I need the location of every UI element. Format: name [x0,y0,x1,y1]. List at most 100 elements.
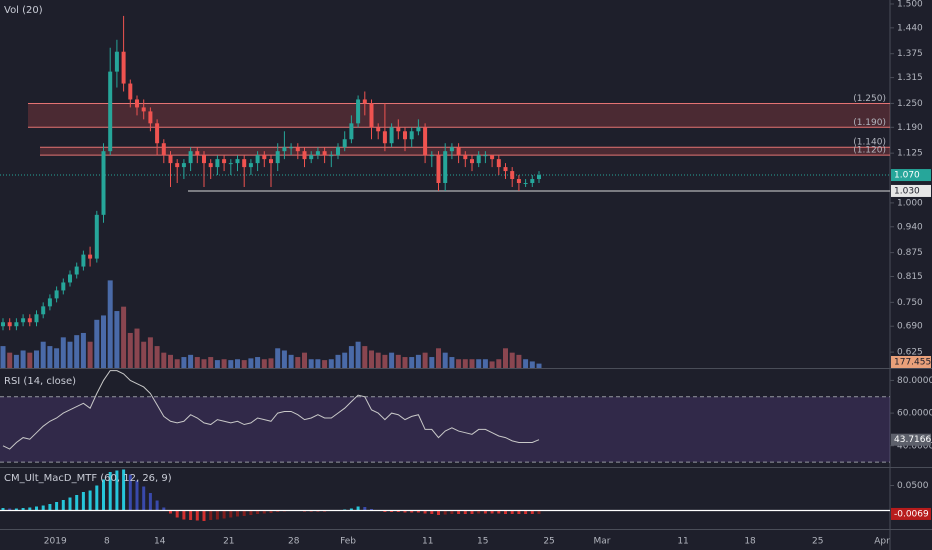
candle-body [34,314,39,323]
volume-bar [87,341,93,368]
candle-body [302,151,307,160]
candle-body [289,147,294,149]
volume-bar [74,335,80,368]
candle-body [382,131,387,144]
volume-bar [342,352,348,368]
volume-bar [536,363,542,368]
macd-bar [256,510,260,514]
candle-body [81,254,86,267]
macd-bar [81,492,85,511]
candle-body [503,167,508,172]
y-tick-label: 1.250 [897,99,923,109]
candle-body [322,151,327,156]
x-tick-label: Apr [874,537,890,547]
x-tick-label: 21 [223,537,234,547]
volume-bar [482,359,488,368]
y-tick-label: 0.690 [897,322,923,332]
rsi-title: RSI (14, close) [4,376,76,387]
y-tick-label: 40.0000 [897,441,932,451]
volume-bar [469,359,475,368]
volume-bar [268,358,274,368]
candle-body [470,159,474,164]
volume-bar [241,360,247,368]
candle-body [490,155,495,160]
volume-bar [436,348,441,368]
volume-bar [529,361,535,368]
macd-bar [55,502,59,511]
macd-bar [189,510,193,520]
y-tick-label: 1.375 [897,49,923,59]
volume-bar [94,319,100,368]
macd-bar [28,507,32,511]
macd-bar [8,508,12,511]
zone-label: (1.250) [853,94,886,104]
candle-body [262,155,267,160]
x-tick-label: 25 [543,537,554,547]
volume-bar [127,332,133,368]
volume-bar [34,350,39,368]
macd-bar [477,510,481,514]
volume-bar [322,360,328,368]
macd-bar [148,493,152,511]
macd-bar [463,510,467,514]
candle-body [342,139,347,148]
volume-bar [288,354,294,368]
candle-body [135,99,139,108]
macd-bar [470,510,474,514]
candle-body [181,163,186,168]
last-price-label: 1.070 [894,171,920,181]
volume-ma-box [891,356,931,368]
candle-body [248,163,253,168]
volume-bar [228,360,234,368]
macd-bar [383,510,387,512]
candle-body [403,131,407,140]
volume-bar [181,357,187,368]
candle-body [436,155,441,184]
macd-bar [403,510,407,513]
volume-bar [80,332,86,368]
candle-body [101,151,106,215]
candle-body [429,155,434,157]
macd-bar [202,510,206,521]
rsi-line [2,370,540,450]
volume-bar [281,350,287,368]
candle-body [114,51,119,72]
macd-bar [122,469,126,511]
macd-last-label: -0.0069 [894,509,929,519]
volume-bar [375,352,381,368]
candle-body [523,183,528,185]
macd-bar [209,510,213,520]
volume-bar [369,350,374,368]
volume-bar [442,352,448,368]
zone-label: (1.120) [853,146,886,156]
macd-bar [490,510,494,514]
candle-body [530,179,535,184]
volume-bar [134,328,140,368]
volume-bar [255,357,261,368]
volume-bar [235,359,240,368]
volume-bar [476,359,482,368]
candle-body [47,298,52,307]
macd-bar [349,508,353,511]
volume-bar [523,359,529,368]
y-tick-label: 80.0000 [897,376,932,386]
macd-bar [169,510,172,514]
macd-bar [396,510,400,512]
candle-body [269,159,273,164]
macd-bar [370,509,373,511]
y-tick-label: 60.0000 [897,409,932,419]
candle-body [121,51,126,84]
macd-bar [108,472,112,511]
candle-body [14,322,19,327]
candle-body [516,179,521,184]
candle-body [141,107,146,112]
candle-body [282,147,287,152]
candle-body [409,131,414,140]
y-tick-label: 1.125 [897,149,923,159]
volume-bar [362,346,368,368]
volume-bar [27,352,33,368]
x-tick-label: 28 [288,537,300,547]
x-tick-label: 11 [422,537,433,547]
macd-bar [128,474,132,511]
macd-bar [14,508,18,511]
